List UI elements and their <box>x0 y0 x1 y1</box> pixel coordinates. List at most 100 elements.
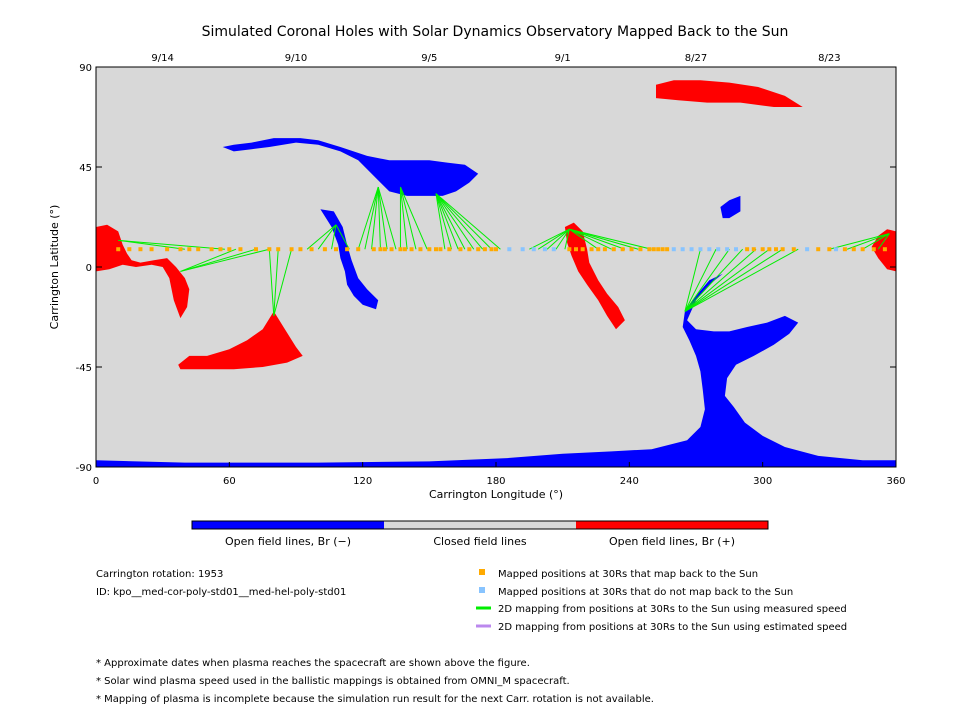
mapped-point <box>780 247 785 252</box>
mapped-point <box>851 247 856 252</box>
mapped-point <box>238 247 243 252</box>
date-tick-label: 9/10 <box>285 53 307 64</box>
legend: Mapped positions at 30Rs that map back t… <box>476 569 847 633</box>
legend-not-mapped-label: Mapped positions at 30Rs that do not map… <box>498 587 793 598</box>
measured-mapping-line <box>569 228 639 250</box>
measured-mapping-line <box>435 193 466 250</box>
y-tick-label: 0 <box>86 263 92 274</box>
mapped-point <box>334 247 338 252</box>
mapped-point <box>402 247 407 252</box>
date-tick-label: 8/23 <box>818 53 840 64</box>
mapped-point <box>289 247 294 252</box>
positive-coronal-hole <box>178 311 303 370</box>
measured-mapping-line <box>829 233 890 250</box>
measured-mapping-line <box>435 193 446 250</box>
mapped-point <box>860 247 865 252</box>
legend-not-mapped-swatch <box>479 587 485 593</box>
date-tick-label: 9/1 <box>555 53 571 64</box>
y-tick-label: 45 <box>79 163 92 174</box>
measured-mapping-line <box>331 224 337 250</box>
x-tick-label: 240 <box>620 476 639 487</box>
footnote: * Mapping of plasma is incomplete becaus… <box>96 694 654 705</box>
legend-mapped-swatch <box>479 569 485 575</box>
measured-mapping-line <box>569 228 599 250</box>
mapped-point <box>827 247 832 252</box>
x-tick-label: 360 <box>886 476 905 487</box>
measured-mapping-line <box>317 224 337 250</box>
mapped-point <box>745 247 750 252</box>
mapped-point <box>760 247 765 252</box>
mapped-point <box>209 247 214 252</box>
mapped-point <box>298 247 303 252</box>
x-axis-label: Carrington Longitude (°) <box>429 488 563 501</box>
x-tick-label: 120 <box>353 476 372 487</box>
date-tick-label: 9/14 <box>151 53 173 64</box>
mapping-lines <box>118 186 890 317</box>
not-mapped-point <box>551 247 556 252</box>
mapped-point <box>816 247 821 252</box>
measured-mapping-line <box>537 228 570 250</box>
y-axis-label: Carrington Latitude (°) <box>48 205 61 330</box>
not-mapped-point <box>531 247 536 252</box>
mapped-point <box>309 247 314 252</box>
colorbar-label: Closed field lines <box>433 535 527 548</box>
mapped-point <box>434 247 438 252</box>
mapped-point <box>458 247 463 252</box>
measured-mapping-line <box>118 239 185 250</box>
x-tick-label: 180 <box>486 476 505 487</box>
mapped-point <box>774 247 778 252</box>
mapped-point <box>418 247 423 252</box>
not-mapped-point <box>805 247 810 252</box>
measured-mapping-line <box>399 186 417 250</box>
not-mapped-point <box>680 247 685 252</box>
not-mapped-point <box>716 247 721 252</box>
mapped-point <box>382 247 387 252</box>
measured-mapping-line <box>377 186 388 250</box>
measured-mapping-line <box>399 186 428 250</box>
mapped-point <box>651 247 656 252</box>
not-mapped-point <box>542 247 547 252</box>
measured-mapping-line <box>684 248 744 312</box>
mapped-point <box>489 247 494 252</box>
mapped-point <box>345 247 350 252</box>
measured-mapping-line <box>273 249 279 316</box>
measured-mapping-line <box>684 248 717 312</box>
legend-measured-label: 2D mapping from positions at 30Rs to the… <box>498 604 847 615</box>
measured-mapping-line <box>435 193 453 250</box>
mapped-point <box>178 247 183 252</box>
mapped-point <box>660 247 665 252</box>
measured-mapping-line <box>684 248 757 312</box>
mapped-point <box>647 247 652 252</box>
measured-mapping-line <box>180 248 270 272</box>
measured-mapping-line <box>564 229 570 250</box>
plot-area: 0 60 120 180 240 300 360 90 45 0 -45 -90 <box>76 63 906 487</box>
measured-mapping-line <box>862 233 890 250</box>
mapped-point <box>494 247 498 252</box>
footnotes: * Approximate dates when plasma reaches … <box>96 655 654 709</box>
colorbar-label: Open field lines, Br (+) <box>609 535 735 548</box>
not-mapped-point <box>834 247 838 252</box>
mapped-point <box>656 247 661 252</box>
measured-mapping-line <box>529 228 570 250</box>
measured-mapping-line <box>435 193 501 250</box>
mapped-point <box>149 247 154 252</box>
mapped-point <box>842 247 847 252</box>
mapped-point <box>602 247 607 252</box>
mapped-point <box>611 247 616 252</box>
mapped-point <box>596 247 601 252</box>
x-tick-label: 60 <box>223 476 236 487</box>
mapped-point <box>882 247 887 252</box>
mapped-point <box>767 247 772 252</box>
positive-coronal-hole <box>564 222 625 330</box>
measured-mapping-line <box>268 249 275 316</box>
mapped-point <box>254 247 258 252</box>
measured-mapping-line <box>364 186 379 250</box>
measured-mapping-line <box>180 248 257 272</box>
mapped-point <box>438 247 443 252</box>
measured-mapping-line <box>877 233 890 250</box>
measured-mapping-line <box>306 224 337 250</box>
mapped-point <box>356 247 361 252</box>
mapped-point <box>276 247 281 252</box>
mapped-point <box>476 247 481 252</box>
